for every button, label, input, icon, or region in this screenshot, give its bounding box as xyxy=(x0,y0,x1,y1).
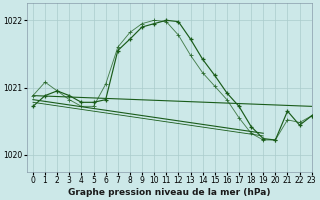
X-axis label: Graphe pression niveau de la mer (hPa): Graphe pression niveau de la mer (hPa) xyxy=(68,188,270,197)
